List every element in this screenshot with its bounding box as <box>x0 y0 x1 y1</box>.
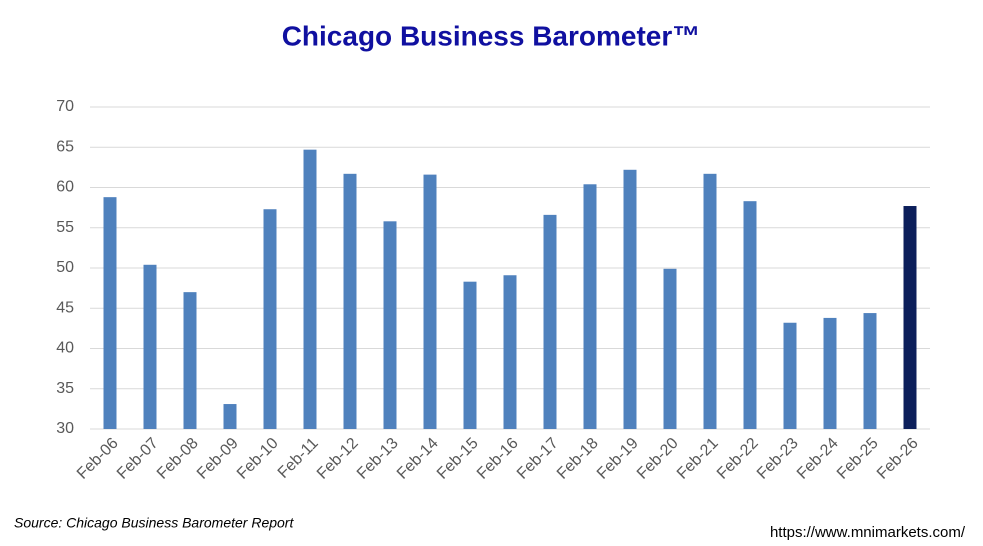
bar <box>183 292 197 429</box>
source-note: Source: Chicago Business Barometer Repor… <box>14 515 294 531</box>
x-tick-label: Feb-15 <box>434 435 482 483</box>
bar <box>423 174 437 429</box>
x-tick-label: Feb-07 <box>114 435 162 483</box>
x-tick-label: Feb-13 <box>354 435 402 483</box>
x-tick-label: Feb-25 <box>834 435 882 483</box>
x-tick-label: Feb-26 <box>874 435 922 483</box>
x-tick-label: Feb-12 <box>314 435 362 483</box>
x-tick-label: Feb-22 <box>714 435 762 483</box>
bar <box>903 206 917 429</box>
bar <box>263 209 277 429</box>
bar <box>823 317 837 429</box>
bar <box>623 169 637 430</box>
y-tick-label: 65 <box>56 138 74 155</box>
y-tick-label: 35 <box>56 380 74 397</box>
bar <box>103 197 117 429</box>
bar <box>783 322 797 429</box>
y-tick-label: 30 <box>56 420 74 437</box>
x-tick-label: Feb-20 <box>634 435 682 483</box>
bar <box>343 173 357 429</box>
y-tick-label: 55 <box>56 219 74 236</box>
bar <box>463 281 477 429</box>
bar <box>223 404 237 429</box>
bar <box>143 264 157 429</box>
x-tick-label: Feb-18 <box>554 435 602 483</box>
url-note: https://www.mnimarkets.com/ <box>770 524 966 541</box>
x-tick-label: Feb-14 <box>394 435 442 483</box>
bar <box>583 184 597 429</box>
bar <box>543 214 557 429</box>
bar <box>303 149 317 430</box>
x-tick-label: Feb-10 <box>234 435 282 483</box>
bar <box>863 313 877 429</box>
x-tick-label: Feb-09 <box>194 435 242 483</box>
y-tick-label: 40 <box>56 340 74 357</box>
y-tick-label: 50 <box>56 259 74 276</box>
bar <box>663 268 677 429</box>
x-tick-label: Feb-23 <box>754 435 802 483</box>
x-tick-label: Feb-11 <box>275 435 322 482</box>
bar <box>703 173 717 429</box>
bar <box>503 275 517 429</box>
bar <box>743 201 757 429</box>
x-tick-label: Feb-24 <box>794 435 842 483</box>
bar <box>383 221 397 429</box>
y-tick-label: 70 <box>56 98 74 115</box>
x-tick-label: Feb-06 <box>74 435 122 483</box>
x-tick-label: Feb-19 <box>594 435 642 483</box>
x-tick-label: Feb-16 <box>474 435 522 483</box>
x-tick-label: Feb-08 <box>154 435 202 483</box>
y-tick-label: 60 <box>56 179 74 196</box>
y-tick-label: 45 <box>56 299 74 316</box>
x-tick-label: Feb-21 <box>674 435 722 483</box>
chart-title: Chicago Business Barometer™ <box>282 20 701 51</box>
x-tick-label: Feb-17 <box>514 435 562 483</box>
